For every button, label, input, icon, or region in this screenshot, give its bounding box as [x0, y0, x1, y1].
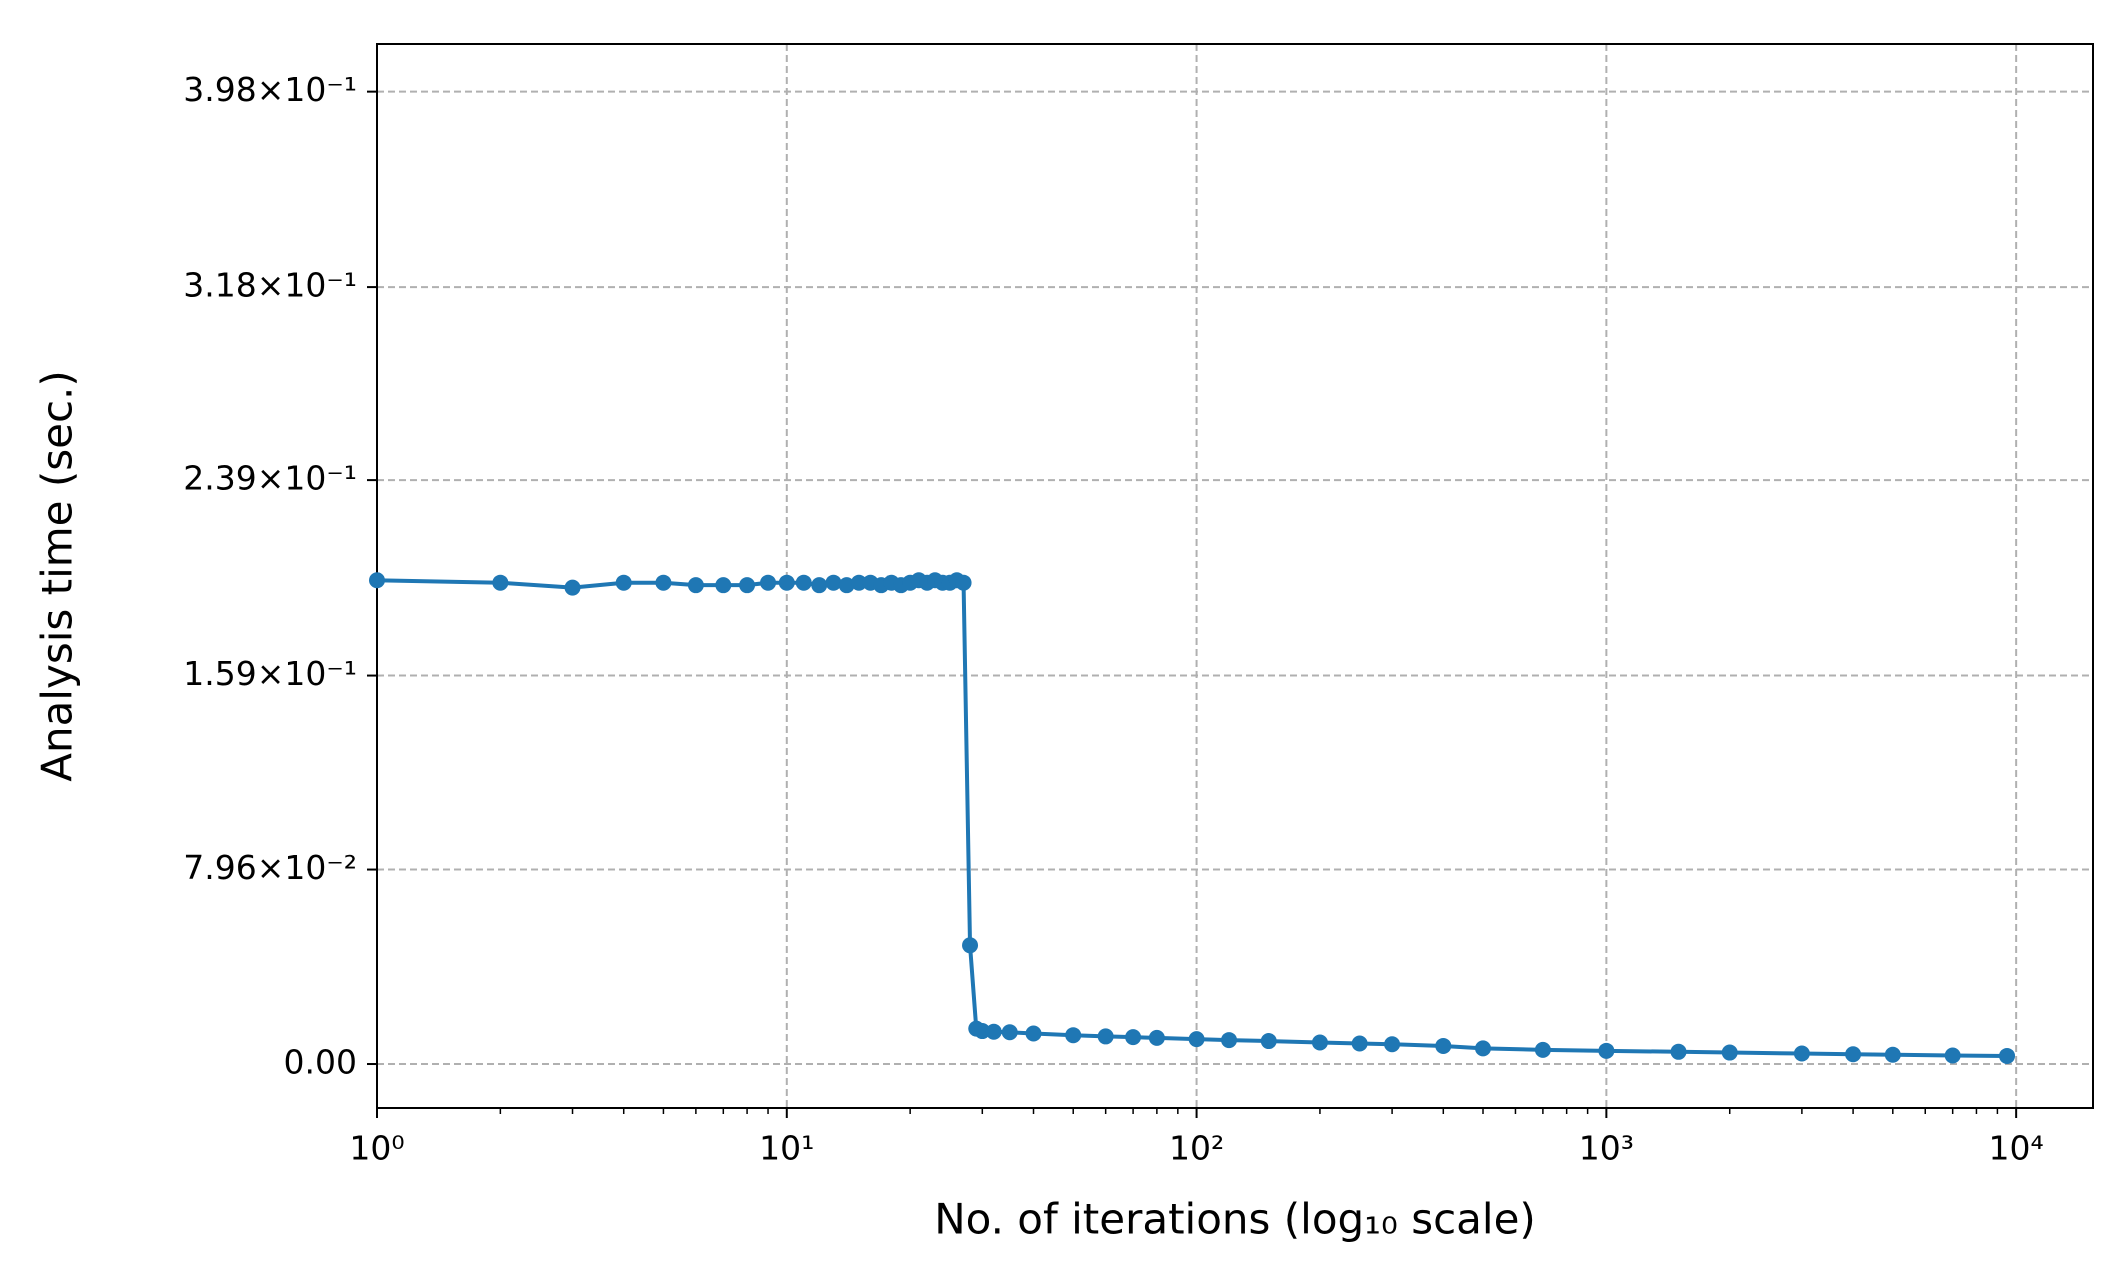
data-point — [850, 574, 867, 591]
x-tick-label: 10⁴ — [1989, 1129, 2044, 1168]
y-tick-label: 0.00 — [284, 1043, 357, 1082]
y-tick-label: 2.39×10⁻¹ — [183, 459, 357, 498]
data-point — [1384, 1036, 1401, 1053]
data-point — [778, 574, 795, 591]
data-point — [1025, 1025, 1042, 1042]
data-point — [1884, 1046, 1901, 1063]
x-tick-label: 10¹ — [759, 1129, 814, 1168]
data-point — [838, 577, 855, 594]
data-point — [825, 574, 842, 591]
x-tick-label: 10⁰ — [349, 1129, 404, 1168]
data-point — [715, 577, 732, 594]
data-point — [1065, 1027, 1082, 1044]
data-point — [962, 937, 979, 954]
data-point — [739, 577, 756, 594]
data-point — [1999, 1047, 2016, 1064]
data-point — [1260, 1033, 1277, 1050]
data-point — [655, 574, 672, 591]
plot-frame — [376, 43, 2094, 1109]
y-tick-label: 3.98×10⁻¹ — [183, 70, 357, 109]
y-tick-label: 1.59×10⁻¹ — [183, 654, 357, 693]
data-point — [760, 574, 777, 591]
data-point — [615, 574, 632, 591]
x-tick-label: 10² — [1169, 1129, 1224, 1168]
y-axis-label: Analysis time (sec.) — [33, 370, 82, 782]
data-point — [985, 1023, 1002, 1040]
data-point — [1148, 1029, 1165, 1046]
data-point — [1188, 1031, 1205, 1048]
y-tick-label: 7.96×10⁻² — [183, 848, 357, 887]
data-point — [369, 572, 385, 589]
data-point — [1435, 1037, 1452, 1054]
data-point — [687, 577, 704, 594]
data-point — [811, 577, 828, 594]
data-point — [1351, 1035, 1368, 1052]
data-point — [492, 574, 509, 591]
data-point — [1944, 1047, 1961, 1064]
data-point — [955, 574, 972, 591]
data-point — [1221, 1032, 1238, 1049]
data-line — [376, 578, 2008, 1058]
data-point — [1534, 1041, 1551, 1058]
data-point — [974, 1023, 991, 1040]
data-point — [1721, 1044, 1738, 1061]
data-point — [1475, 1040, 1492, 1057]
data-point — [1001, 1024, 1018, 1041]
data-point — [795, 574, 812, 591]
y-tick-label: 3.18×10⁻¹ — [183, 266, 357, 305]
data-point — [1670, 1043, 1687, 1060]
data-point — [1125, 1029, 1142, 1046]
data-point — [1311, 1034, 1328, 1051]
data-point — [1793, 1045, 1810, 1062]
x-tick-label: 10³ — [1579, 1129, 1634, 1168]
x-axis-label: No. of iterations (log₁₀ scale) — [934, 1195, 1536, 1244]
data-point — [1598, 1042, 1615, 1059]
data-point — [1097, 1028, 1114, 1045]
data-point — [564, 579, 581, 596]
data-point — [1845, 1046, 1862, 1063]
